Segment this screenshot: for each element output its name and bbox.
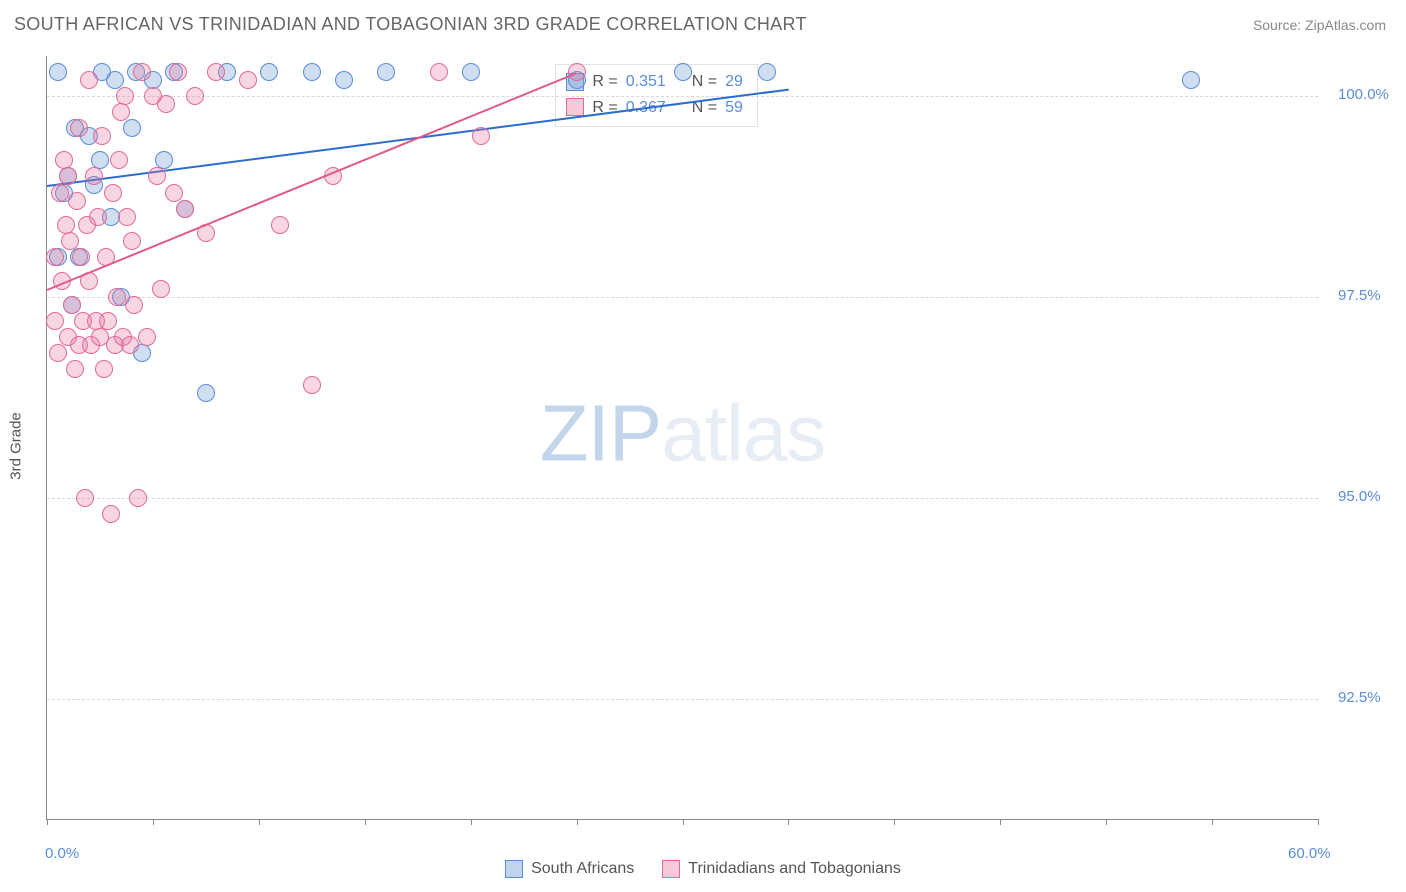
data-point (108, 288, 126, 306)
data-point (112, 103, 130, 121)
source-label: Source: ZipAtlas.com (1253, 17, 1386, 33)
data-point (85, 167, 103, 185)
data-point (197, 384, 215, 402)
x-tick (577, 819, 578, 825)
data-point (462, 63, 480, 81)
series-legend: South Africans Trinidadians and Tobagonia… (0, 860, 1406, 878)
data-point (102, 505, 120, 523)
data-point (1182, 71, 1200, 89)
data-point (377, 63, 395, 81)
data-point (55, 151, 73, 169)
data-point (93, 127, 111, 145)
y-tick-label: 97.5% (1338, 287, 1381, 304)
x-tick (47, 819, 48, 825)
data-point (46, 248, 64, 266)
data-point (169, 63, 187, 81)
data-point (106, 71, 124, 89)
x-tick (1212, 819, 1213, 825)
legend-swatch (505, 860, 523, 878)
x-tick (1000, 819, 1001, 825)
x-tick (471, 819, 472, 825)
data-point (239, 71, 257, 89)
legend-swatch (566, 98, 584, 116)
legend-label: Trinidadians and Tobagonians (688, 860, 901, 878)
data-point (116, 87, 134, 105)
data-point (51, 184, 69, 202)
data-point (472, 127, 490, 145)
gridline (47, 297, 1318, 298)
data-point (70, 119, 88, 137)
data-point (99, 312, 117, 330)
data-point (335, 71, 353, 89)
data-point (758, 63, 776, 81)
source-link[interactable]: ZipAtlas.com (1305, 17, 1386, 33)
data-point (61, 232, 79, 250)
gridline (47, 96, 1318, 97)
data-point (157, 95, 175, 113)
data-point (72, 248, 90, 266)
x-tick (259, 819, 260, 825)
y-axis-label: 3rd Grade (8, 412, 25, 480)
data-point (57, 216, 75, 234)
data-point (49, 344, 67, 362)
data-point (133, 63, 151, 81)
data-point (123, 232, 141, 250)
data-point (129, 489, 147, 507)
data-point (303, 376, 321, 394)
data-point (89, 208, 107, 226)
data-point (165, 184, 183, 202)
legend-item: Trinidadians and Tobagonians (662, 860, 901, 878)
data-point (68, 192, 86, 210)
data-point (63, 296, 81, 314)
x-tick (683, 819, 684, 825)
legend-row: R = 0.351N = 29 (566, 69, 743, 95)
data-point (176, 200, 194, 218)
x-tick (1106, 819, 1107, 825)
x-tick (1318, 819, 1319, 825)
legend-label: South Africans (531, 860, 634, 878)
data-point (271, 216, 289, 234)
legend-swatch (662, 860, 680, 878)
data-point (674, 63, 692, 81)
x-tick (365, 819, 366, 825)
data-point (76, 489, 94, 507)
data-point (59, 167, 77, 185)
data-point (260, 63, 278, 81)
legend-item: South Africans (505, 860, 634, 878)
data-point (118, 208, 136, 226)
data-point (186, 87, 204, 105)
data-point (207, 63, 225, 81)
data-point (80, 71, 98, 89)
data-point (125, 296, 143, 314)
data-point (152, 280, 170, 298)
watermark: ZIPatlas (540, 387, 825, 479)
gridline (47, 699, 1318, 700)
x-tick (153, 819, 154, 825)
data-point (121, 336, 139, 354)
data-point (568, 63, 586, 81)
data-point (49, 63, 67, 81)
data-point (123, 119, 141, 137)
x-tick (788, 819, 789, 825)
data-point (148, 167, 166, 185)
y-tick-label: 92.5% (1338, 689, 1381, 706)
y-tick-label: 95.0% (1338, 488, 1381, 505)
data-point (104, 184, 122, 202)
data-point (138, 328, 156, 346)
gridline (47, 498, 1318, 499)
data-point (66, 360, 84, 378)
data-point (110, 151, 128, 169)
scatter-chart: ZIPatlas R = 0.351N = 29R = 0.367N = 59 … (46, 56, 1318, 820)
data-point (430, 63, 448, 81)
data-point (46, 312, 64, 330)
chart-title: SOUTH AFRICAN VS TRINIDADIAN AND TOBAGON… (14, 14, 807, 35)
y-tick-label: 100.0% (1338, 86, 1389, 103)
x-tick (894, 819, 895, 825)
data-point (303, 63, 321, 81)
data-point (95, 360, 113, 378)
